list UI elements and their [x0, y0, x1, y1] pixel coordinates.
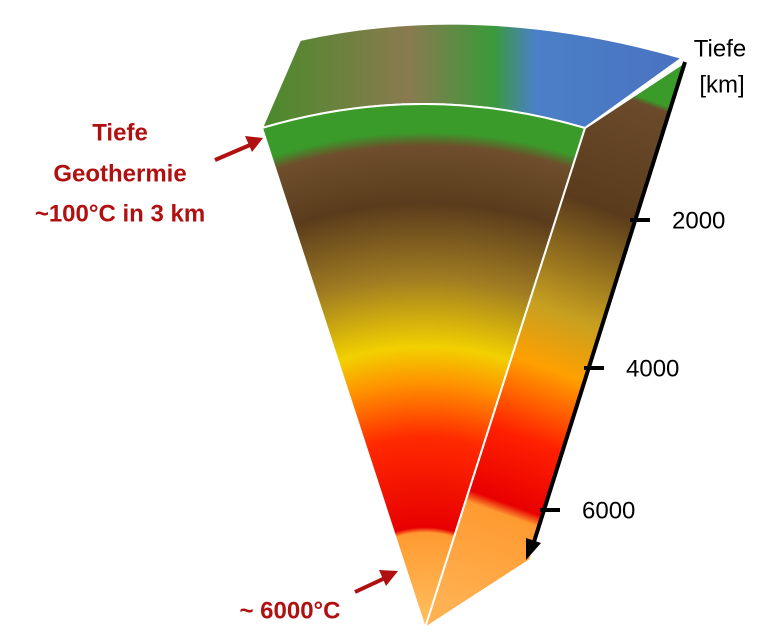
label: ~ 6000°C [239, 597, 340, 624]
label: ~100°C in 3 km [35, 200, 205, 227]
earth-diagram: Tiefe [km] 2000 4000 6000 Tiefe Geotherm… [0, 0, 765, 634]
tick-label: 4000 [626, 355, 679, 382]
pointer [215, 145, 250, 160]
axis-arrow [526, 538, 541, 560]
tick-label: 2000 [672, 207, 725, 234]
label: Tiefe [92, 119, 148, 146]
pointer [355, 578, 385, 592]
tick-label: 6000 [582, 497, 635, 524]
axis-title: [km] [699, 71, 744, 98]
label: Geothermie [53, 160, 186, 187]
axis-title: Tiefe [694, 35, 746, 62]
